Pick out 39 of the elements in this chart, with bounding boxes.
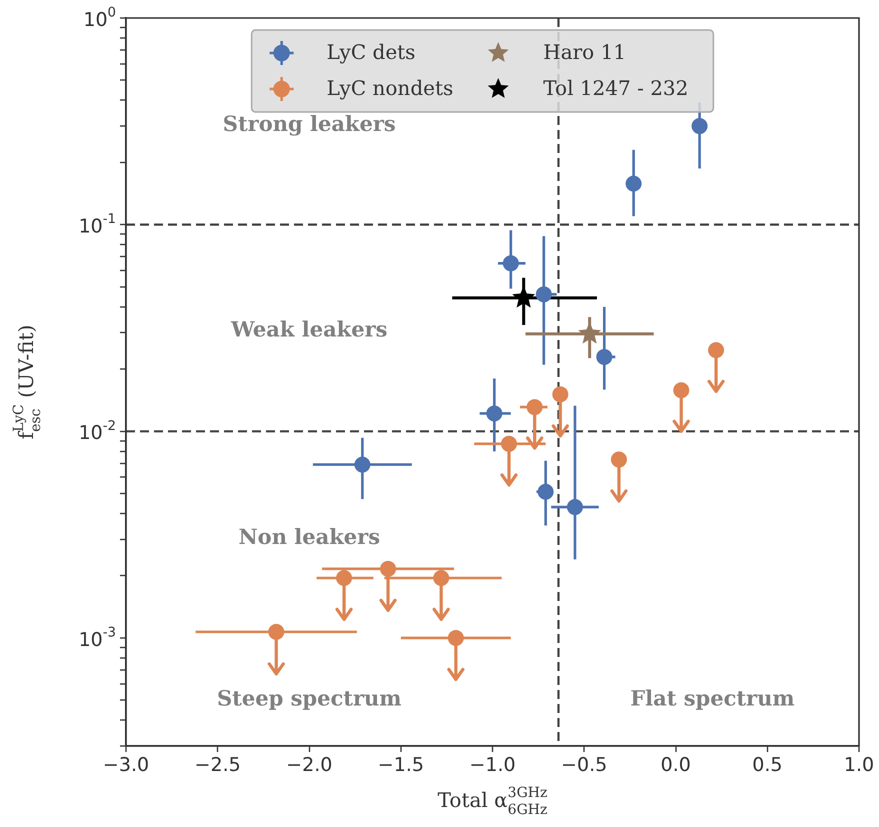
annotation: Strong leakers [222, 111, 396, 136]
point [610, 452, 627, 468]
point [526, 399, 543, 416]
annotation: Steep spectrum [217, 686, 402, 711]
point [538, 484, 554, 500]
legend-label: Tol 1247 - 232 [543, 76, 688, 100]
point [596, 348, 612, 365]
annotation: Flat spectrum [630, 686, 795, 711]
legend-label: LyC dets [326, 40, 416, 64]
annotation: Weak leakers [230, 316, 388, 342]
y-axis-title: fLyCesc (UV-fit) [11, 324, 44, 440]
point [354, 456, 370, 473]
point [448, 630, 464, 646]
x-tick-label: 0.5 [752, 754, 782, 776]
point [626, 176, 642, 192]
x-tick-label: 1.0 [844, 754, 874, 776]
point [380, 560, 396, 577]
point [433, 570, 450, 586]
point [692, 118, 708, 134]
x-tick-label: 0.0 [660, 754, 691, 776]
x-tick-label: −2.0 [286, 754, 332, 776]
x-tick-label: −2.5 [194, 754, 241, 776]
x-tick-label: −1.5 [378, 754, 424, 776]
point [502, 255, 519, 272]
point [336, 570, 352, 586]
legend-label: LyC nondets [326, 76, 454, 100]
point [566, 499, 583, 516]
x-tick-label: −0.5 [561, 754, 608, 776]
legend-label: Haro 11 [543, 40, 626, 64]
point [500, 436, 517, 452]
point [268, 624, 284, 640]
annotation: Non leakers [238, 524, 380, 549]
point [536, 286, 552, 302]
point [708, 342, 724, 358]
x-tick-label: −3.0 [102, 754, 150, 776]
point [552, 386, 568, 402]
point [673, 382, 690, 398]
point [486, 405, 502, 422]
x-tick-label: −1.0 [469, 754, 516, 776]
